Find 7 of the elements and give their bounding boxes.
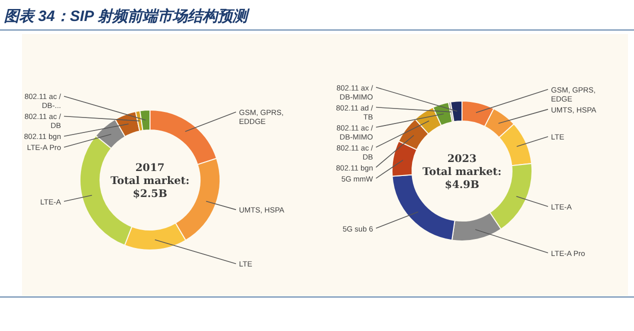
text: Total market:	[422, 166, 502, 178]
chart-title: 图表 34：SIP 射频前端市场结构预测	[4, 7, 251, 25]
text: 2017	[135, 162, 165, 174]
text: $2.5B	[132, 188, 168, 200]
text: 2023	[447, 153, 477, 165]
text: $4.9B	[444, 179, 480, 191]
text: Total market:	[110, 175, 190, 187]
